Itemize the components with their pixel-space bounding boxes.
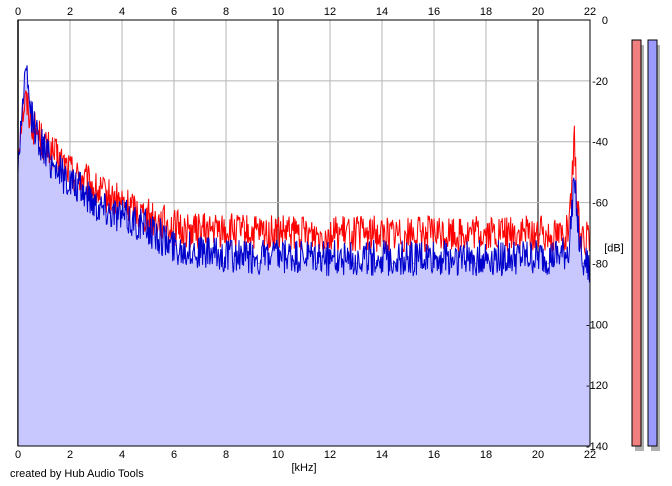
y-tick-label: -80 — [592, 258, 608, 270]
x-tick-label: 20 — [532, 449, 544, 461]
y-tick-label: -100 — [586, 319, 608, 331]
x-tick-labels-top: 0 2 4 6 8 10 12 14 16 18 20 22 — [15, 6, 596, 18]
x-tick-label: 8 — [223, 449, 229, 461]
x-tick-label: 16 — [428, 449, 440, 461]
level-meter-bar — [647, 39, 658, 447]
y-tick-label: -40 — [592, 137, 608, 149]
x-tick-label: 6 — [171, 449, 177, 461]
series-lines — [17, 65, 591, 283]
x-tick-label: 0 — [15, 449, 21, 461]
x-tick-label: 10 — [272, 449, 284, 461]
x-tick-label: 12 — [324, 6, 336, 18]
series-line-1 — [17, 65, 591, 283]
x-tick-label: 0 — [15, 6, 21, 18]
x-tick-label: 10 — [272, 6, 284, 18]
spectrum-area-fill — [18, 65, 590, 447]
y-tick-label: -140 — [586, 441, 608, 453]
level-meter-bar — [631, 39, 642, 447]
y-tick-label: -60 — [592, 198, 608, 210]
y-tick-label: 0 — [602, 15, 608, 27]
y-tick-labels: 0 -20 -40 -60 -80 -100 -120 -140 — [586, 15, 608, 453]
x-tick-label: 22 — [584, 449, 596, 461]
x-tick-label: 22 — [584, 6, 596, 18]
x-tick-label: 18 — [480, 449, 492, 461]
x-tick-label: 20 — [532, 6, 544, 18]
plot-frame — [17, 19, 591, 447]
x-tick-label: 14 — [376, 6, 388, 18]
x-tick-label: 2 — [67, 449, 73, 461]
x-tick-label: 12 — [324, 449, 336, 461]
x-tick-label: 4 — [119, 449, 125, 461]
x-tick-labels-bottom: 0 2 4 6 8 10 12 14 16 18 20 22 — [15, 449, 596, 461]
x-tick-label: 16 — [428, 6, 440, 18]
x-tick-label: 18 — [480, 6, 492, 18]
credit-text: created by Hub Audio Tools — [10, 468, 144, 480]
y-tick-label: -20 — [592, 76, 608, 88]
x-tick-label: 6 — [171, 6, 177, 18]
x-tick-label: 14 — [376, 449, 388, 461]
x-tick-label: 8 — [223, 6, 229, 18]
x-tick-label: 2 — [67, 6, 73, 18]
level-meters — [631, 39, 660, 451]
x-tick-label: 4 — [119, 6, 125, 18]
y-axis-label: [dB] — [604, 242, 624, 254]
y-tick-label: -120 — [586, 380, 608, 392]
x-axis-label: [kHz] — [291, 462, 316, 474]
